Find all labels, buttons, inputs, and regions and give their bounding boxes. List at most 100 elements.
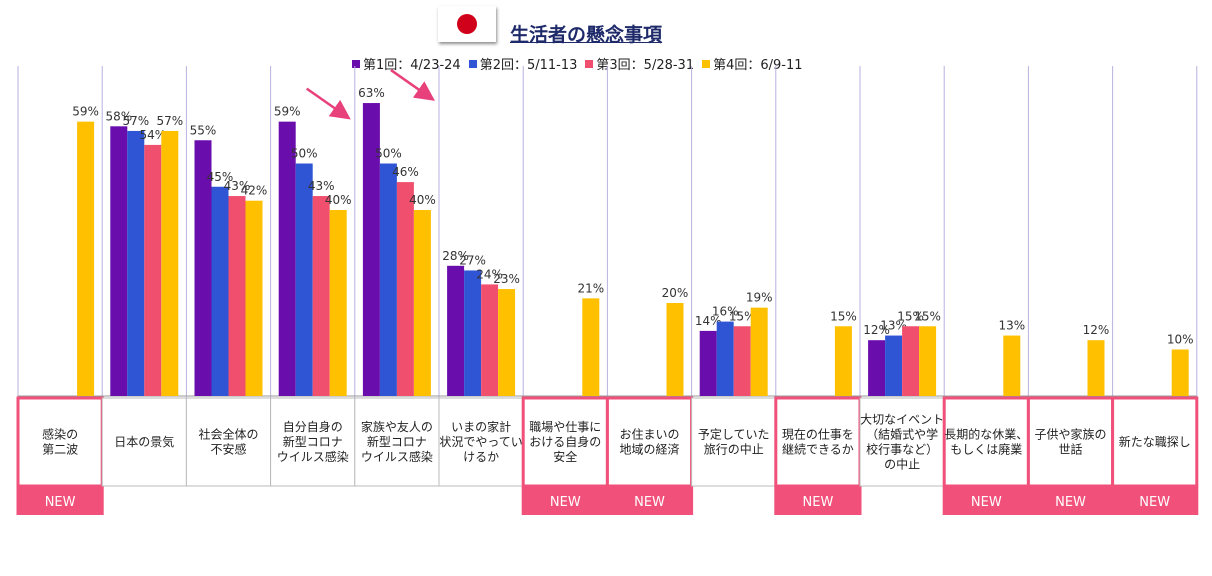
bar bbox=[396, 182, 414, 396]
bar bbox=[77, 121, 95, 397]
data-label: 43% bbox=[308, 179, 335, 193]
new-badge bbox=[1111, 487, 1199, 515]
category-label: 感染の第二波 bbox=[42, 427, 78, 457]
data-label: 15% bbox=[830, 309, 857, 323]
bar bbox=[481, 284, 499, 396]
legend-swatch-round2 bbox=[468, 59, 477, 68]
legend-item-round3: 第3回：5/28-31 bbox=[585, 54, 694, 73]
bar bbox=[362, 103, 380, 397]
legend: 第1回：4/23-24 第2回：5/11-13 第3回：5/28-31 第4回：… bbox=[352, 54, 811, 73]
bar bbox=[1087, 340, 1105, 396]
category-label: いまの家計状況でやっていけるか bbox=[439, 419, 522, 464]
data-label: 45% bbox=[207, 170, 234, 184]
data-label: 42% bbox=[241, 184, 268, 198]
category-label: お住まいの地域の経済 bbox=[619, 428, 679, 457]
bar bbox=[245, 200, 263, 396]
bar bbox=[228, 196, 246, 396]
bar bbox=[750, 307, 768, 396]
legend-label-round2: 第2回：5/11-13 bbox=[479, 58, 578, 73]
bar bbox=[1171, 349, 1189, 396]
new-badge bbox=[774, 487, 862, 515]
bar bbox=[498, 289, 516, 396]
data-label: 54% bbox=[139, 128, 166, 142]
data-label: 46% bbox=[392, 165, 419, 179]
new-badge-label: NEW bbox=[550, 495, 581, 510]
data-label: 50% bbox=[291, 147, 318, 161]
category-box bbox=[1111, 396, 1199, 488]
decline-arrow bbox=[305, 87, 351, 120]
legend-item-round4: 第4回：6/9-11 bbox=[702, 54, 803, 73]
data-label: 13% bbox=[880, 319, 907, 333]
data-label: 16% bbox=[712, 305, 739, 319]
data-label: 12% bbox=[1083, 323, 1110, 337]
legend-item-round2: 第2回：5/11-13 bbox=[468, 54, 578, 73]
legend-label-round3: 第3回：5/28-31 bbox=[596, 58, 695, 73]
new-badge bbox=[16, 487, 104, 515]
data-label: 13% bbox=[998, 319, 1025, 333]
category-label: 子供や家族の世話 bbox=[1034, 427, 1106, 457]
new-badge bbox=[1026, 487, 1115, 515]
data-label: 57% bbox=[156, 114, 183, 128]
data-label: 20% bbox=[662, 286, 689, 300]
legend-label-round4: 第4回：6/9-11 bbox=[713, 58, 803, 73]
data-label: 24% bbox=[476, 267, 503, 281]
data-label: 40% bbox=[325, 193, 352, 207]
bar bbox=[902, 326, 920, 396]
bar bbox=[379, 163, 397, 396]
data-label: 14% bbox=[695, 314, 722, 328]
data-label: 15% bbox=[914, 309, 941, 323]
bar bbox=[733, 326, 751, 396]
category-label: 職場や仕事における自身の安全 bbox=[529, 420, 601, 464]
data-label: 27% bbox=[459, 253, 486, 267]
category-box bbox=[16, 396, 104, 488]
data-label: 59% bbox=[274, 105, 301, 119]
bar bbox=[194, 140, 212, 396]
data-label: 58% bbox=[105, 109, 132, 123]
category-label: 現在の仕事を継続できるか bbox=[782, 428, 854, 457]
data-label: 40% bbox=[409, 193, 436, 207]
bar bbox=[885, 335, 903, 396]
category-label: 大切なイベント（結婚式や学校行事など）の中止 bbox=[860, 413, 944, 472]
category-label: 家族や友人の新型コロナウイルス感染 bbox=[361, 419, 433, 464]
new-badge-label: NEW bbox=[1139, 495, 1170, 510]
category-box bbox=[774, 396, 862, 488]
decline-arrow bbox=[390, 69, 435, 101]
bar bbox=[834, 326, 852, 396]
data-label: 19% bbox=[746, 291, 773, 305]
bar bbox=[295, 163, 313, 396]
category-label: 社会全体の不安感 bbox=[198, 427, 258, 457]
data-label: 10% bbox=[1167, 333, 1194, 347]
category-box bbox=[270, 397, 356, 487]
category-box bbox=[185, 397, 272, 487]
bar bbox=[666, 303, 684, 396]
bar bbox=[868, 340, 886, 396]
bar bbox=[413, 210, 431, 396]
category-label: 長期的な休業、もしくは廃業 bbox=[944, 427, 1028, 457]
category-label: 新たな職探し bbox=[1119, 434, 1191, 449]
data-label: 57% bbox=[122, 114, 149, 128]
bar bbox=[329, 210, 347, 396]
category-box bbox=[691, 397, 777, 487]
data-label: 15% bbox=[729, 309, 756, 323]
bar bbox=[582, 298, 600, 396]
bar bbox=[144, 144, 162, 396]
category-box bbox=[605, 396, 694, 488]
data-label: 59% bbox=[72, 105, 99, 119]
bar bbox=[447, 265, 465, 396]
new-badge bbox=[521, 487, 609, 515]
category-label: 予定していた旅行の中止 bbox=[698, 427, 770, 457]
data-label: 43% bbox=[224, 179, 251, 193]
new-badge bbox=[942, 487, 1030, 515]
category-label: 日本の景気 bbox=[114, 434, 174, 449]
legend-item-round1: 第1回：4/23-24 bbox=[352, 54, 461, 73]
new-badge-label: NEW bbox=[45, 495, 76, 510]
bar bbox=[127, 130, 145, 396]
new-badge-label: NEW bbox=[1055, 495, 1086, 510]
bar bbox=[278, 121, 296, 397]
category-label: 自分自身の新型コロナウイルス感染 bbox=[277, 419, 349, 464]
legend-swatch-round4 bbox=[702, 59, 711, 68]
data-label: 23% bbox=[493, 272, 520, 286]
japan-flag-icon bbox=[438, 6, 496, 42]
